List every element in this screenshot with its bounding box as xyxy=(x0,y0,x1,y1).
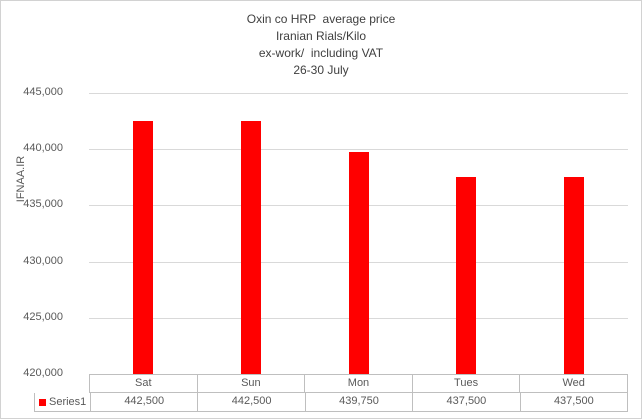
bar-mon xyxy=(349,152,369,374)
category-label: Sat xyxy=(135,377,152,389)
series1-legend-label: Series1 xyxy=(49,396,87,408)
y-tick-label: 435,000 xyxy=(23,198,63,210)
y-tick-label: 440,000 xyxy=(23,142,63,154)
category-label: Sun xyxy=(196,375,305,392)
plot-area xyxy=(89,93,628,374)
series-value: 442,500 xyxy=(197,393,304,411)
category-label: Tues xyxy=(411,375,520,392)
y-tick-label: 420,000 xyxy=(23,367,63,379)
y-tick-label: 445,000 xyxy=(23,86,63,98)
y-tick-label: 425,000 xyxy=(23,311,63,323)
series1-legend-marker-icon xyxy=(39,398,46,406)
chart-title-line: 26-30 July xyxy=(293,63,349,77)
category-axis-table-row: Sat Sun Mon Tues Wed xyxy=(89,374,628,393)
chart-title-line: Oxin co HRP average price xyxy=(246,12,396,26)
data-table-series-row: Series1 442,500 442,500 439,750 437,500 437,… xyxy=(34,393,628,412)
series-value: 439,750 xyxy=(304,393,412,411)
y-tick-label: 430,000 xyxy=(23,255,63,267)
gridline xyxy=(89,149,628,150)
series-value: 437,500 xyxy=(519,393,627,411)
bar-sun xyxy=(241,121,261,374)
bar-sat xyxy=(133,121,153,374)
category-label: Wed xyxy=(519,375,627,392)
series-value: 437,500 xyxy=(412,393,519,411)
bar-tues xyxy=(456,177,476,374)
chart-title: Oxin co HRP average price Iranian Rials/K… xyxy=(1,11,641,79)
gridline xyxy=(89,93,628,94)
series-value: 442,500 xyxy=(90,393,197,411)
chart-title-line: ex-work/ including VAT xyxy=(258,46,384,60)
bar-wed xyxy=(564,177,584,374)
category-label: Mon xyxy=(304,375,412,392)
legend-cell: Series1 xyxy=(35,393,90,411)
chart-title-line: Iranian Rials/Kilo xyxy=(275,29,367,43)
y-axis-title: IFNAA.IR xyxy=(15,155,27,203)
